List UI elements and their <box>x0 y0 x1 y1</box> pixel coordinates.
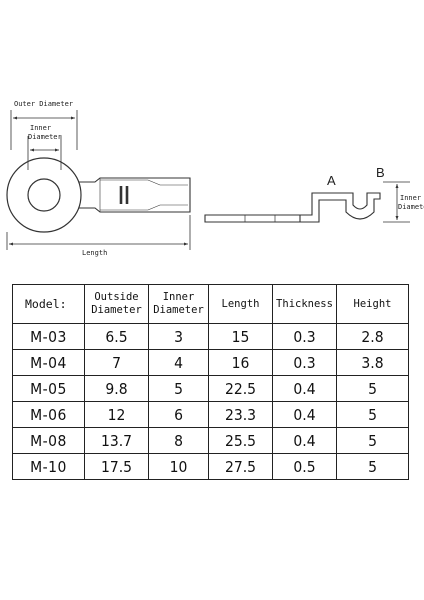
inner-diameter-label-line2: Diameter <box>28 133 62 141</box>
cell-thickness: 0.4 <box>272 427 337 454</box>
cell-length: 23.3 <box>208 401 273 428</box>
cell-height: 2.8 <box>336 323 409 350</box>
table-row: M-10 17.5 10 27.5 0.5 5 <box>12 453 409 480</box>
outer-diameter-label: Outer Diameter <box>14 100 73 108</box>
cell-length: 25.5 <box>208 427 273 454</box>
cell-model: M-06 <box>12 401 85 428</box>
cell-length: 22.5 <box>208 375 273 402</box>
side-inner-label-line1: Inner <box>400 194 421 202</box>
side-label-a: A <box>327 173 336 188</box>
length-label: Length <box>82 249 107 257</box>
cell-outside-diameter: 12 <box>84 401 149 428</box>
table-header-row: Model: Outside Diameter Inner Diameter Len… <box>12 284 409 324</box>
header-thickness: Thickness <box>272 284 337 324</box>
header-outside-diameter: Outside Diameter <box>84 284 149 324</box>
cell-outside-diameter: 17.5 <box>84 453 149 480</box>
cell-height: 5 <box>336 401 409 428</box>
cell-thickness: 0.3 <box>272 323 337 350</box>
header-inner-diameter: Inner Diameter <box>148 284 209 324</box>
cell-inner-diameter: 4 <box>148 349 209 376</box>
cell-thickness: 0.3 <box>272 349 337 376</box>
cell-outside-diameter: 6.5 <box>84 323 149 350</box>
cell-inner-diameter: 5 <box>148 375 209 402</box>
cell-thickness: 0.4 <box>272 375 337 402</box>
side-inner-label-line2: Diameter <box>398 203 424 211</box>
terminal-diagram: Outer Diameter Inner Diameter Length A B… <box>6 100 424 257</box>
header-height: Height <box>336 284 409 324</box>
cell-inner-diameter: 10 <box>148 453 209 480</box>
top-view <box>6 110 191 250</box>
table-row: M-08 13.7 8 25.5 0.4 5 <box>12 427 409 454</box>
cell-model: M-04 <box>12 349 85 376</box>
side-view <box>204 181 410 223</box>
cell-model: M-10 <box>12 453 85 480</box>
cell-height: 3.8 <box>336 349 409 376</box>
cell-height: 5 <box>336 427 409 454</box>
cell-height: 5 <box>336 375 409 402</box>
cell-model: M-05 <box>12 375 85 402</box>
cell-outside-diameter: 13.7 <box>84 427 149 454</box>
cell-inner-diameter: 3 <box>148 323 209 350</box>
cell-height: 5 <box>336 453 409 480</box>
cell-outside-diameter: 7 <box>84 349 149 376</box>
cell-outside-diameter: 9.8 <box>84 375 149 402</box>
table-row: M-05 9.8 5 22.5 0.4 5 <box>12 375 409 402</box>
cell-model: M-08 <box>12 427 85 454</box>
table-row: M-04 7 4 16 0.3 3.8 <box>12 349 409 376</box>
cell-model: M-03 <box>12 323 85 350</box>
side-label-b: B <box>376 165 385 180</box>
cell-thickness: 0.4 <box>272 401 337 428</box>
cell-length: 15 <box>208 323 273 350</box>
table-row: M-06 12 6 23.3 0.4 5 <box>12 401 409 428</box>
inner-diameter-label-line1: Inner <box>30 124 51 132</box>
spec-table: Model: Outside Diameter Inner Diameter Len… <box>12 284 409 480</box>
table-row: M-03 6.5 3 15 0.3 2.8 <box>12 323 409 350</box>
cell-length: 16 <box>208 349 273 376</box>
cell-thickness: 0.5 <box>272 453 337 480</box>
cell-length: 27.5 <box>208 453 273 480</box>
header-model: Model: <box>12 284 85 324</box>
cell-inner-diameter: 8 <box>148 427 209 454</box>
header-length: Length <box>208 284 273 324</box>
cell-inner-diameter: 6 <box>148 401 209 428</box>
